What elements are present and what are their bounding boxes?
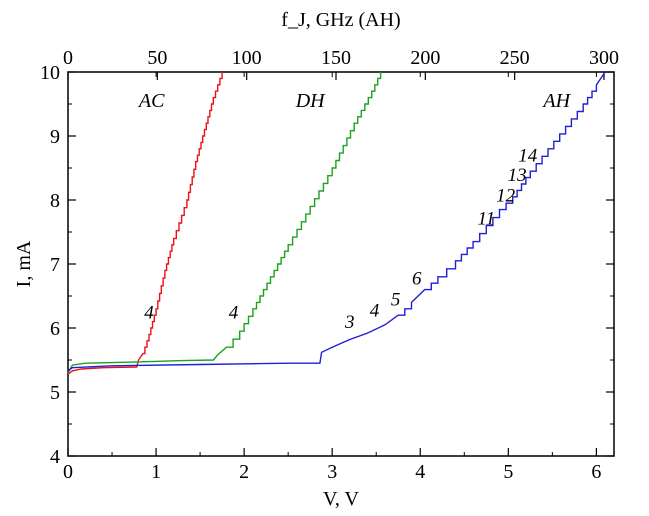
series-label-dh: DH <box>295 90 326 112</box>
y-tick-label: 9 <box>50 126 60 148</box>
top-x-axis-title: f_J, GHz (AH) <box>281 9 400 31</box>
y-tick-label: 6 <box>50 318 60 340</box>
x-tick-label: 1 <box>151 461 161 483</box>
top-x-tick-label: 0 <box>63 47 73 69</box>
y-axis-title: I, mA <box>13 240 35 287</box>
step-index-label: 14 <box>518 146 538 167</box>
top-x-tick-label: 250 <box>500 47 530 69</box>
step-index-label: 11 <box>478 208 496 229</box>
series-line-dh <box>67 72 382 374</box>
x-tick-label: 5 <box>503 461 513 483</box>
top-x-tick-label: 150 <box>321 47 351 69</box>
step-index-label: 12 <box>496 185 516 206</box>
y-tick-label: 7 <box>50 254 60 276</box>
x-tick-label: 2 <box>239 461 249 483</box>
x-tick-label: 4 <box>415 461 425 483</box>
step-index-label: 4 <box>144 302 154 323</box>
step-index-label: 4 <box>229 302 239 323</box>
y-tick-label: 4 <box>50 446 60 468</box>
x-axis-title: V, V <box>323 488 360 510</box>
step-index-label: 6 <box>412 268 422 289</box>
y-tick-label: 10 <box>40 62 60 84</box>
step-index-label: 4 <box>370 300 380 321</box>
series-label-ah: AH <box>541 90 571 112</box>
series-lines <box>67 71 606 375</box>
y-tick-label: 5 <box>50 382 60 404</box>
x-tick-label: 3 <box>327 461 337 483</box>
top-x-tick-label: 200 <box>410 47 440 69</box>
step-index-label: 3 <box>344 312 355 333</box>
series-line-ac <box>67 72 223 375</box>
x-tick-label: 6 <box>591 461 601 483</box>
plot-frame <box>67 71 615 457</box>
step-index-label: 5 <box>391 290 401 311</box>
series-label-ac: AC <box>137 90 165 112</box>
top-x-tick-label: 50 <box>147 47 167 69</box>
top-x-tick-label: 100 <box>232 47 262 69</box>
y-tick-label: 8 <box>50 190 60 212</box>
x-tick-label: 0 <box>63 461 73 483</box>
top-x-tick-label: 300 <box>589 47 619 69</box>
series-line-ah <box>67 71 606 372</box>
step-index-label: 13 <box>508 165 527 186</box>
